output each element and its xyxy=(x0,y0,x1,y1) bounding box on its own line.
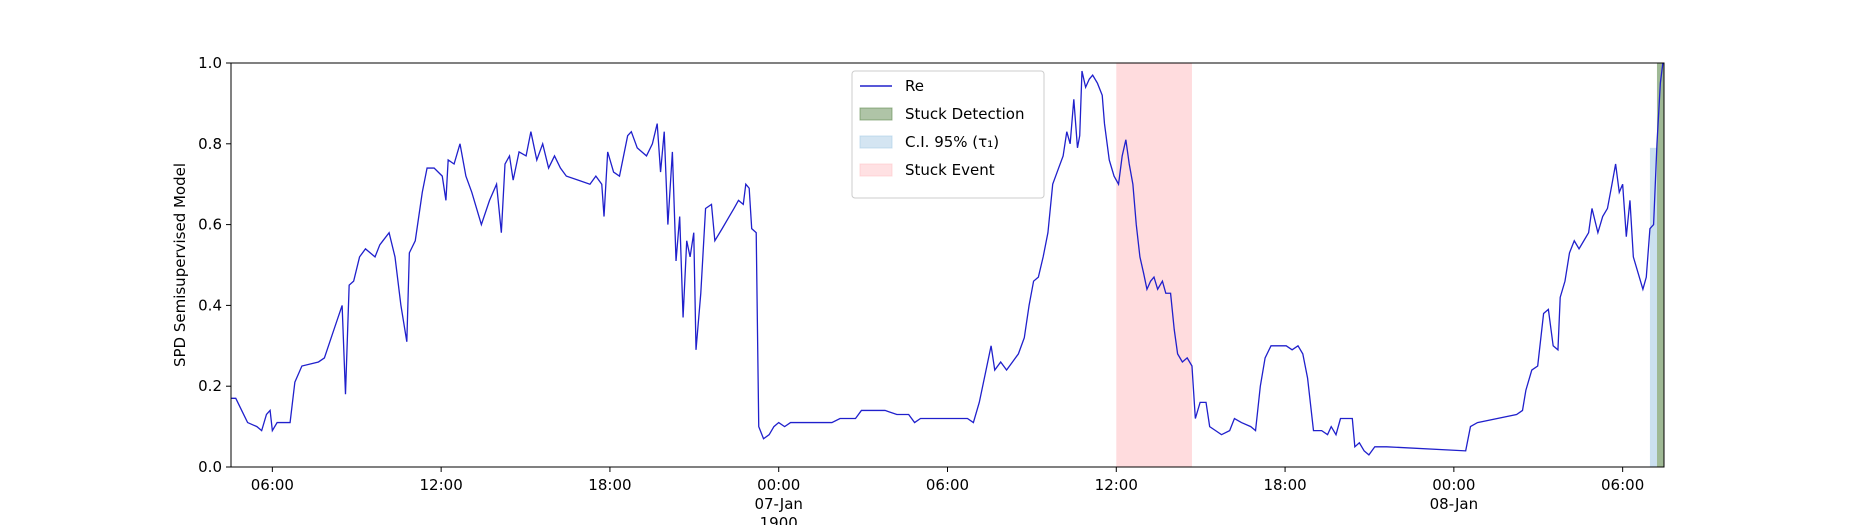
y-axis-label: SPD Semisupervised Model xyxy=(171,163,189,367)
x-tick-label: 00:00 07-Jan 1900 xyxy=(754,476,802,525)
legend-patch xyxy=(859,163,893,177)
x-tick-label: 12:00 xyxy=(1095,476,1138,494)
shaded-region xyxy=(1116,63,1192,467)
x-tick-label: 18:00 xyxy=(588,476,631,494)
shaded-region xyxy=(1649,147,1657,467)
legend-label: Re xyxy=(905,77,924,95)
legend-label: C.I. 95% (τ₁) xyxy=(905,133,999,151)
legend-patch xyxy=(859,107,893,121)
y-tick-label: 0.2 xyxy=(198,377,222,395)
data-line xyxy=(231,62,1664,456)
legend-box xyxy=(851,70,1045,199)
y-tick-label: 0.4 xyxy=(198,296,222,314)
legend-patch xyxy=(859,135,893,149)
x-tick-label: 06:00 xyxy=(926,476,969,494)
x-tick-label: 06:00 xyxy=(251,476,294,494)
y-tick-label: 0.8 xyxy=(198,135,222,153)
y-tick-label: 0.0 xyxy=(198,458,222,476)
shaded-region xyxy=(1656,63,1664,467)
x-tick-label: 00:00 08-Jan xyxy=(1430,476,1478,513)
x-tick-label: 06:00 xyxy=(1601,476,1644,494)
x-tick-label: 18:00 xyxy=(1263,476,1306,494)
x-tick-label: 12:00 xyxy=(420,476,463,494)
legend-label: Stuck Event xyxy=(905,161,995,179)
y-tick-label: 1.0 xyxy=(198,54,222,72)
legend-label: Stuck Detection xyxy=(905,105,1024,123)
y-tick-label: 0.6 xyxy=(198,216,222,234)
